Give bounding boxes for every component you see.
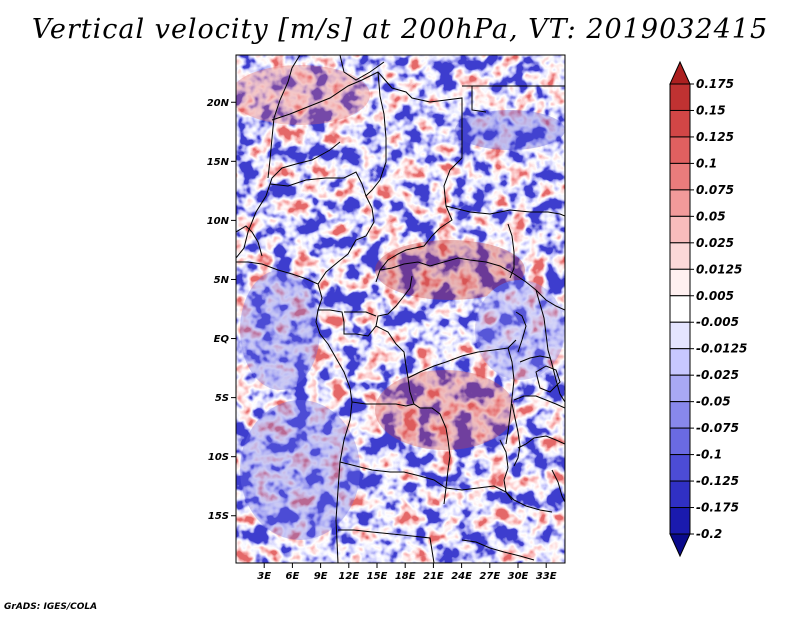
colorbar-top-triangle (669, 60, 691, 85)
colorbar-label: -0.1 (696, 448, 722, 462)
colorbar-box (669, 215, 691, 244)
colorbar-box (669, 189, 691, 217)
colorbar-box (669, 427, 691, 456)
colorbar-label: 0.1 (696, 156, 717, 170)
lat-tick-label: 5N (214, 275, 230, 286)
colorbar-label: 0.005 (696, 289, 734, 303)
colorbar-box (669, 507, 691, 535)
colorbar-label: -0.2 (696, 527, 722, 541)
colorbar-label: -0.175 (696, 501, 739, 515)
colorbar-bottom-triangle (669, 533, 691, 558)
lat-tick-label: EQ (214, 334, 230, 345)
colorbar-label: 0.05 (696, 209, 726, 223)
grads-credit: GrADS: IGES/COLA (4, 602, 98, 612)
colorbar-label: -0.125 (696, 474, 739, 488)
lon-tick-label: 15E (367, 571, 388, 582)
lon-tick-label: 9E (314, 571, 328, 582)
colorbar-label: 0.025 (696, 236, 734, 250)
map-frame (235, 54, 566, 564)
lon-tick-label: 27E (479, 571, 500, 582)
colorbar-label: 0.075 (696, 183, 734, 197)
colorbar-box (669, 321, 691, 350)
lat-tick-label: 15S (208, 511, 229, 522)
colorbar-box (669, 401, 691, 429)
colorbar-label: 0.15 (696, 103, 726, 117)
colorbar-label: 0.175 (696, 77, 734, 91)
lon-tick-label: 12E (338, 571, 359, 582)
colorbar-box (669, 480, 691, 509)
lon-tick-label: 24E (451, 571, 472, 582)
plot-title: Vertical velocity [m/s] at 200hPa, VT: 2… (31, 14, 769, 45)
colorbar-box (669, 83, 691, 111)
colorbar-label: 0.0125 (696, 262, 742, 276)
colorbar-box (669, 109, 691, 138)
lat-tick-label: 15N (207, 157, 230, 168)
colorbar-box (669, 242, 691, 270)
lat-tick-label: 10N (207, 216, 230, 227)
lat-tick-label: 10S (208, 452, 229, 463)
colorbar-box (669, 454, 691, 482)
colorbar-label: -0.005 (696, 315, 739, 329)
colorbar-box (669, 136, 691, 164)
colorbar-box (669, 348, 691, 376)
latitude-axis: 20N 15N 10N 5N EQ 5S 10S 15S (207, 98, 236, 522)
colorbar: 0.175 0.15 0.125 0.1 0.075 0.05 0.025 0.0125 0.0… (669, 60, 747, 558)
country-boundaries (236, 55, 565, 563)
colorbar-label: -0.075 (696, 421, 739, 435)
lon-tick-label: 3E (257, 571, 271, 582)
colorbar-box (669, 162, 691, 191)
lat-tick-label: 5S (215, 393, 229, 404)
colorbar-box (669, 374, 691, 403)
lon-tick-label: 6E (286, 571, 300, 582)
colorbar-label: 0.125 (696, 130, 734, 144)
colorbar-box (669, 295, 691, 323)
colorbar-label: -0.05 (696, 395, 731, 409)
vertical-velocity-field (236, 55, 565, 563)
lon-tick-label: 33E (536, 571, 557, 582)
longitude-axis: 3E 6E 9E 12E 15E 18E 21E 24E 27E 30E 33E (257, 563, 557, 582)
colorbar-box (669, 268, 691, 297)
colorbar-label: -0.0125 (696, 342, 747, 356)
lon-tick-label: 21E (423, 571, 444, 582)
lat-tick-label: 20N (207, 98, 230, 109)
lon-tick-label: 18E (395, 571, 416, 582)
lon-tick-label: 30E (508, 571, 529, 582)
colorbar-label: -0.025 (696, 368, 739, 382)
